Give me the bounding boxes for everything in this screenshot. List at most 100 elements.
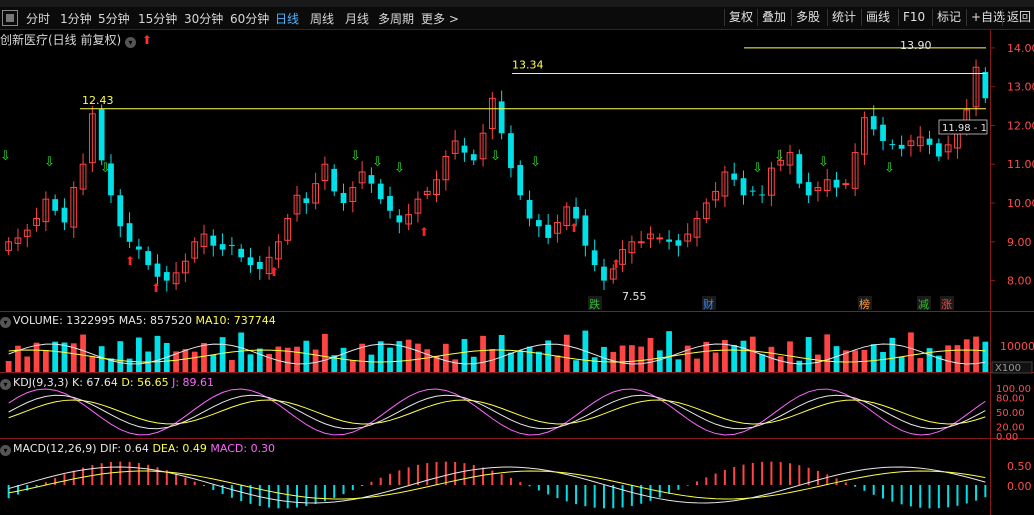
- candle-body-39: [368, 175, 375, 184]
- candle-body-41: [387, 196, 393, 211]
- sell-signal-icon-3: ⬆: [419, 225, 429, 239]
- volume-bar-69: [647, 337, 654, 372]
- period-tab-5[interactable]: 60分钟: [230, 12, 270, 26]
- candle-body-78: [731, 173, 738, 180]
- volume-bar-5: [52, 341, 59, 372]
- volume-legend: ▾ VOLUME: 1322995 MA5: 857520 MA10: 73774…: [0, 314, 276, 328]
- toolbar-button-7[interactable]: +自选: [966, 9, 1009, 26]
- volume-bar-27: [256, 348, 263, 372]
- candle-body-71: [666, 239, 672, 242]
- candle-body-77: [721, 171, 729, 197]
- toolbar-button-1[interactable]: 叠加: [757, 9, 790, 26]
- period-tab-6[interactable]: 日线: [275, 12, 300, 26]
- candle-body-62: [582, 215, 589, 246]
- volume-bar-30: [284, 347, 291, 372]
- sell-signal-icon-0: ⬆: [125, 254, 135, 268]
- volume-bar-71: [666, 331, 672, 372]
- candle-body-53: [498, 101, 505, 134]
- macd-settings-icon[interactable]: ▾: [0, 445, 11, 456]
- candle-body-75: [702, 202, 710, 220]
- candle-body-55: [517, 165, 524, 196]
- toolbar-button-5[interactable]: F10: [898, 9, 929, 26]
- volume-bar-9: [89, 355, 96, 372]
- candle-body-16: [154, 263, 161, 277]
- candle-body-47: [442, 155, 450, 181]
- volume-bar-58: [545, 340, 552, 372]
- kdj-axis-label-2: 50.00: [996, 408, 1025, 419]
- period-tab-4[interactable]: 30分钟: [184, 12, 224, 26]
- candle-body-69: [647, 233, 654, 240]
- buy-signal-icon-10: ⇩: [818, 155, 829, 170]
- toolbar-button-3[interactable]: 统计: [827, 9, 860, 26]
- top-strip: [0, 0, 1034, 7]
- event-badge-2: 榜: [859, 297, 870, 311]
- volume-bar-88: [824, 334, 831, 372]
- volume-bar-47: [442, 343, 449, 372]
- candle-body-20: [191, 241, 199, 259]
- settings-circle-icon[interactable]: ▾: [125, 37, 137, 48]
- period-tab-9[interactable]: 多周期: [378, 12, 415, 26]
- volume-bar-26: [247, 354, 254, 372]
- event-badge-bg-4: [940, 296, 954, 310]
- sell-signal-icon-2: ⬆: [269, 265, 279, 279]
- buy-signal-icon-11: ⇩: [884, 161, 895, 176]
- volume-bar-3: [33, 342, 40, 372]
- volume-bar-16: [154, 335, 161, 372]
- macd-value: MACD: 0.30: [210, 442, 276, 455]
- candle-body-65: [609, 268, 617, 280]
- candle-body-101: [944, 144, 952, 153]
- kdj-j-line: [8, 388, 986, 436]
- candle-body-4: [42, 198, 50, 223]
- volume-bar-13: [126, 358, 133, 372]
- candle-body-93: [870, 116, 877, 130]
- volume-bar-73: [684, 345, 691, 372]
- toolbar-button-0[interactable]: 复权: [724, 9, 757, 26]
- volume-bar-35: [331, 355, 338, 372]
- volume-bar-85: [796, 360, 803, 372]
- candle-body-81: [759, 194, 765, 196]
- volume-bar-57: [535, 351, 542, 372]
- volume-unit: X100: [995, 363, 1021, 374]
- candle-body-56: [526, 199, 533, 219]
- candle-body-72: [675, 240, 682, 246]
- kdj-k-line: [8, 394, 986, 430]
- volume-bar-12: [117, 341, 124, 372]
- candle-body-51: [479, 132, 487, 160]
- high-label-1: 12.43: [82, 94, 114, 107]
- candle-body-2: [23, 229, 31, 237]
- period-tab-0[interactable]: 分时: [26, 12, 51, 26]
- candle-body-38: [358, 171, 366, 184]
- toolbar-button-2[interactable]: 多股: [791, 9, 824, 26]
- toolbar-button-6[interactable]: 标记: [932, 9, 965, 26]
- candle-body-91: [851, 152, 859, 189]
- red-up-arrow-icon: ⬆: [141, 33, 152, 47]
- buy-signal-icon-1: ⇩: [44, 155, 55, 170]
- volume-settings-icon[interactable]: ▾: [0, 317, 11, 328]
- toolbar-button-4[interactable]: 画线: [861, 9, 894, 26]
- volume-bar-64: [601, 346, 607, 372]
- period-tab-1[interactable]: 1分钟: [60, 12, 92, 26]
- volume-bar-37: [349, 359, 356, 372]
- volume-bar-1: [15, 345, 21, 372]
- candle-body-6: [61, 207, 68, 223]
- buy-signal-icon-4: ⇩: [372, 155, 383, 170]
- candle-body-3: [33, 218, 40, 227]
- toolbar-button-8[interactable]: 返回: [1002, 9, 1034, 26]
- candle-body-26: [247, 257, 254, 266]
- candle-body-85: [796, 154, 803, 184]
- period-tab-7[interactable]: 周线: [310, 12, 335, 26]
- period-tab-10[interactable]: 更多 >: [421, 12, 459, 26]
- candle-body-0: [5, 241, 13, 251]
- period-tab-3[interactable]: 15分钟: [138, 12, 178, 26]
- kdj-settings-icon[interactable]: ▾: [0, 379, 11, 390]
- period-tab-2[interactable]: 5分钟: [98, 12, 130, 26]
- period-tab-8[interactable]: 月线: [345, 12, 370, 26]
- candle-body-42: [396, 215, 403, 223]
- high-label-3: 13.90: [900, 39, 932, 52]
- buy-signal-icon-0: ⇩: [0, 149, 11, 164]
- volume-bar-45: [424, 349, 431, 372]
- candle-body-8: [79, 163, 87, 190]
- event-badge-0: 跌: [589, 297, 600, 311]
- menu-grid-icon[interactable]: [2, 10, 18, 26]
